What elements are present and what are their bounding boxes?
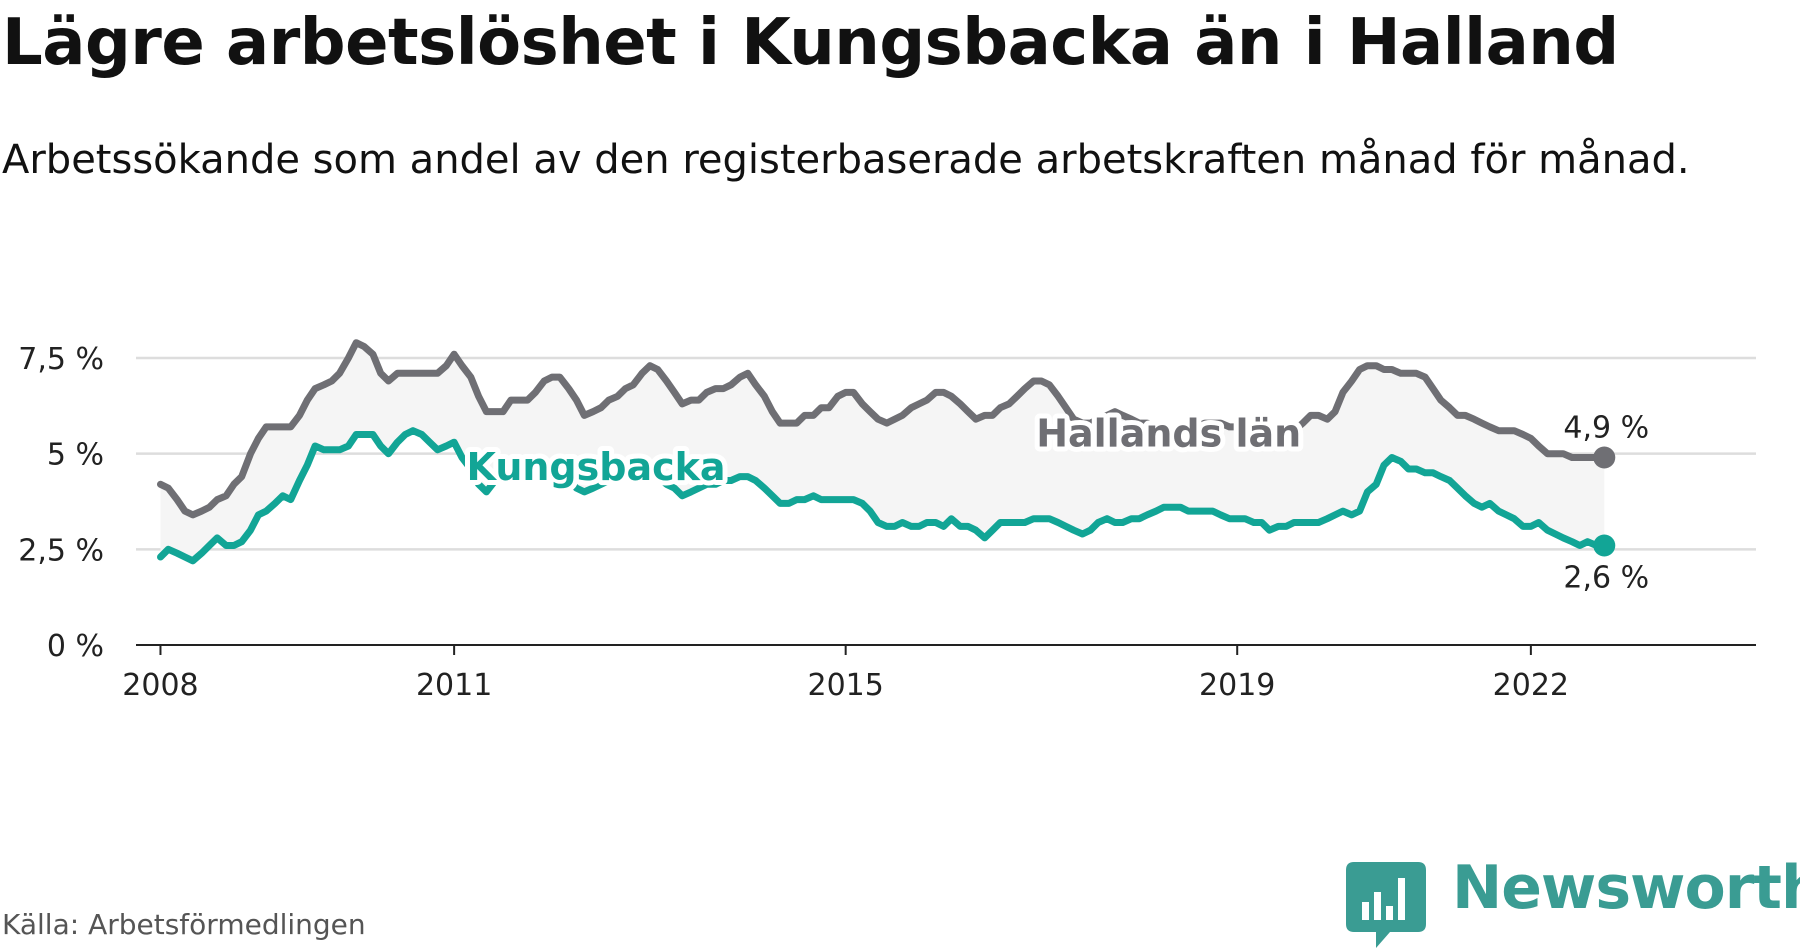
x-tick-label: 2008 (122, 668, 198, 703)
y-tick-label: 2,5 % (18, 533, 104, 568)
series-lines (157, 339, 1616, 565)
y-axis: 0 % 2,5 % 5 % 7,5 % (18, 342, 104, 664)
line-chart: 0 % 2,5 % 5 % 7,5 % 2008 2011 2015 2019 2022 4,… (18, 339, 1756, 703)
source-note: Källa: Arbetsförmedlingen (2, 908, 366, 941)
end-label-kungsbacka: 2,6 % (1563, 561, 1649, 596)
series-labels: 4,9 % 2,6 % Hallands län Kungsbacka (462, 405, 1655, 600)
x-tick-label: 2011 (416, 668, 492, 703)
brand-name[interactable]: Newsworthy (1452, 853, 1800, 923)
end-point-hallands-lan (1593, 446, 1616, 469)
x-tick-label: 2015 (807, 668, 883, 703)
difference-band (160, 342, 1605, 561)
end-point-kungsbacka (1593, 534, 1616, 557)
newsworthy-logo-icon[interactable] (1346, 862, 1426, 952)
chart-subtitle: Arbetssökande som andel av den registerb… (2, 137, 1690, 183)
series-label-hallands-lan: Hallands län (1036, 412, 1301, 456)
y-tick-label: 5 % (47, 438, 104, 473)
series-label-kungsbacka: Kungsbacka (467, 445, 726, 489)
x-tick-label: 2019 (1199, 668, 1275, 703)
chart-title: Lägre arbetslöshet i Kungsbacka än i Hal… (2, 6, 1619, 80)
series-line-hallands-lan (157, 339, 1608, 519)
series-line-kungsbacka (157, 427, 1608, 565)
y-tick-label: 7,5 % (18, 342, 104, 377)
end-label-hallands-lan: 4,9 % (1563, 410, 1649, 445)
y-tick-label: 0 % (47, 629, 104, 664)
x-tick-label: 2022 (1493, 668, 1569, 703)
x-axis: 2008 2011 2015 2019 2022 (122, 644, 1756, 703)
